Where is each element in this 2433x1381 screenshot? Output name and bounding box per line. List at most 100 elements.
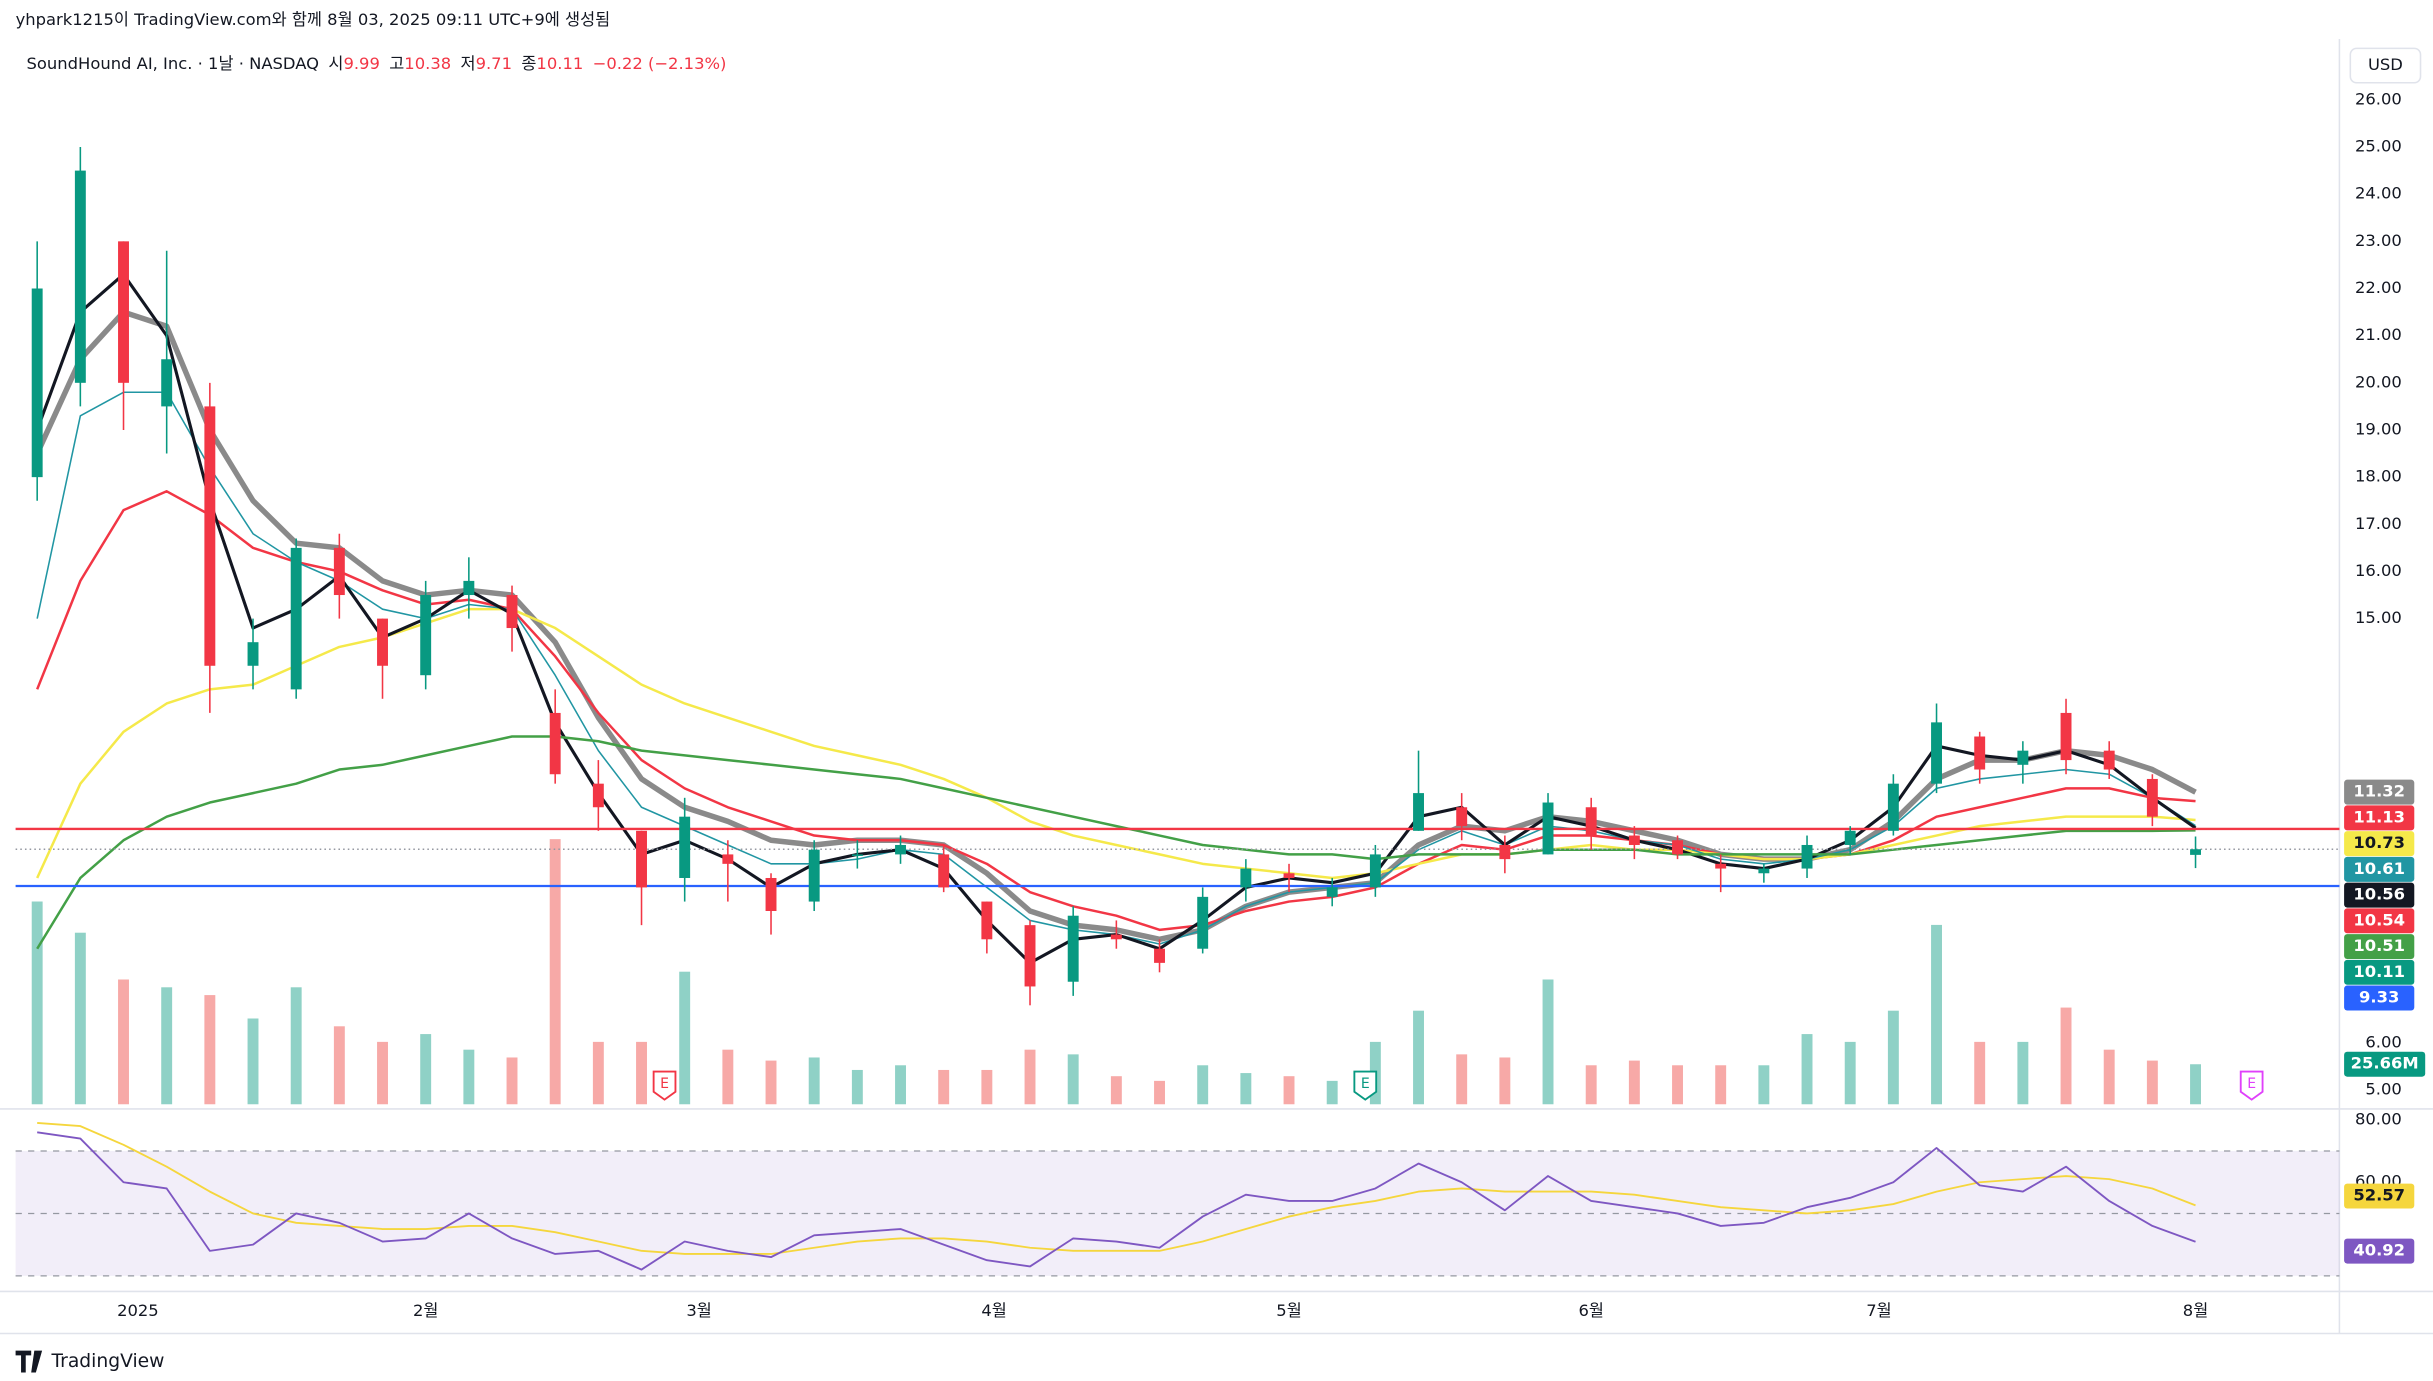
event-marker bbox=[652, 1070, 677, 1101]
candle-body bbox=[1801, 844, 1813, 869]
volume-bar bbox=[851, 1069, 863, 1105]
volume-bar bbox=[592, 1041, 604, 1105]
currency-box[interactable] bbox=[2349, 47, 2422, 84]
volume-bar bbox=[938, 1069, 950, 1105]
volume-bar bbox=[981, 1069, 993, 1105]
candle-body bbox=[118, 241, 129, 383]
price-label: 10.56 bbox=[2353, 885, 2405, 904]
volume-bar bbox=[1974, 1041, 1986, 1105]
volume-bar bbox=[2017, 1041, 2029, 1105]
volume-bar bbox=[247, 1018, 259, 1105]
y-tick-label: 15.00 bbox=[2355, 608, 2402, 627]
price-label-box bbox=[2344, 831, 2415, 857]
volume-bar bbox=[1110, 1076, 1122, 1105]
volume-label-box bbox=[2344, 1051, 2426, 1077]
candle-body bbox=[981, 901, 993, 940]
volume-bar bbox=[1154, 1080, 1165, 1105]
volume-bar bbox=[1413, 1010, 1424, 1105]
low-prefix: 저 bbox=[461, 54, 476, 73]
volume-bar bbox=[74, 932, 86, 1105]
high-value: 10.38 bbox=[404, 54, 451, 73]
rsi-label: 40.92 bbox=[2353, 1241, 2405, 1260]
volume-bar bbox=[1067, 1054, 1079, 1105]
volume-bar bbox=[1672, 1065, 1683, 1105]
volume-bar bbox=[1283, 1076, 1295, 1105]
y-tick-label: 26.00 bbox=[2355, 89, 2402, 108]
candle-body bbox=[1154, 948, 1165, 963]
volume-bar bbox=[636, 1041, 647, 1105]
y-tick-label: 18.00 bbox=[2355, 467, 2402, 486]
close-value: 10.11 bbox=[536, 54, 583, 73]
y-tick-label: 19.00 bbox=[2355, 419, 2402, 438]
volume-bar bbox=[679, 971, 691, 1105]
price-label: 9.33 bbox=[2359, 988, 2399, 1007]
volume-bar bbox=[118, 979, 129, 1105]
price-label-box bbox=[2344, 856, 2415, 882]
x-tick-label: 2월 bbox=[413, 1301, 438, 1320]
open-prefix: 시 bbox=[328, 54, 343, 73]
candle-body bbox=[74, 170, 86, 383]
volume-bar bbox=[2060, 1007, 2072, 1105]
volume-bar bbox=[1628, 1060, 1640, 1105]
volume-bar bbox=[1542, 979, 1554, 1105]
volume-bar bbox=[1456, 1054, 1468, 1105]
candle-body bbox=[808, 849, 820, 902]
y-tick-label: 21.00 bbox=[2355, 325, 2402, 344]
candle-body bbox=[377, 618, 388, 666]
price-label: 10.54 bbox=[2353, 910, 2405, 929]
price-label: 11.32 bbox=[2353, 782, 2405, 801]
candle-body bbox=[2146, 778, 2158, 817]
candle-body bbox=[31, 288, 43, 478]
rsi-label-box bbox=[2344, 1238, 2415, 1264]
candle-body bbox=[1283, 873, 1295, 878]
price-label: 11.13 bbox=[2353, 807, 2405, 826]
price-label-box bbox=[2344, 882, 2415, 908]
rsi-label: 52.57 bbox=[2353, 1186, 2405, 1205]
candle-body bbox=[938, 854, 950, 888]
y-tick-label: 5.00 bbox=[2365, 1080, 2401, 1099]
volume-bar bbox=[161, 987, 173, 1105]
brand-logo bbox=[15, 1350, 43, 1373]
candle-body bbox=[1369, 854, 1381, 888]
volume-bar bbox=[2146, 1060, 2158, 1105]
candle-body bbox=[1197, 896, 1209, 949]
event-marker bbox=[1353, 1070, 1378, 1101]
volume-bar bbox=[895, 1065, 906, 1105]
price-label-box bbox=[2344, 959, 2415, 985]
candle-body bbox=[549, 712, 561, 775]
symbol-name: SoundHound AI, Inc. · 1날 · NASDAQ bbox=[27, 54, 320, 73]
rsi-line bbox=[37, 1131, 2196, 1271]
candle-body bbox=[1413, 793, 1424, 831]
candle-body bbox=[679, 816, 691, 878]
event-label: E bbox=[2247, 1076, 2256, 1092]
x-tick-label: 4월 bbox=[981, 1301, 1006, 1320]
header-title: yhpark1215이 TradingView.com와 함께 8월 03, 2… bbox=[16, 10, 611, 29]
legend: SoundHound AI, Inc. · 1날 · NASDAQ 시9.99 고1… bbox=[27, 54, 727, 73]
candle-body bbox=[463, 580, 475, 596]
y-tick-label: 22.00 bbox=[2355, 278, 2402, 297]
candle-body bbox=[1499, 844, 1511, 860]
volume-bar bbox=[463, 1049, 475, 1105]
rsi-ma-line bbox=[37, 1122, 2196, 1255]
y-tick-label: 25.00 bbox=[2355, 137, 2402, 156]
event-marker bbox=[2239, 1070, 2264, 1101]
candle-body bbox=[851, 854, 863, 856]
volume-bar bbox=[1024, 1049, 1036, 1105]
candle-body bbox=[722, 854, 734, 864]
high-prefix: 고 bbox=[389, 54, 404, 73]
close-prefix: 종 bbox=[521, 54, 536, 73]
y-tick-label: 20.00 bbox=[2355, 372, 2402, 391]
event-label: E bbox=[660, 1076, 669, 1092]
currency[interactable]: USD bbox=[2368, 55, 2403, 74]
price-label-box bbox=[2344, 908, 2415, 934]
volume-bar bbox=[1197, 1065, 1209, 1105]
candle-body bbox=[1715, 863, 1727, 869]
volume-bar bbox=[549, 839, 561, 1105]
volume-bar bbox=[1585, 1065, 1597, 1105]
volume-bar bbox=[1887, 1010, 1899, 1105]
volume-bar bbox=[1844, 1041, 1856, 1105]
candle-body bbox=[2060, 712, 2072, 761]
volume-label: 25.66M bbox=[2351, 1054, 2419, 1073]
